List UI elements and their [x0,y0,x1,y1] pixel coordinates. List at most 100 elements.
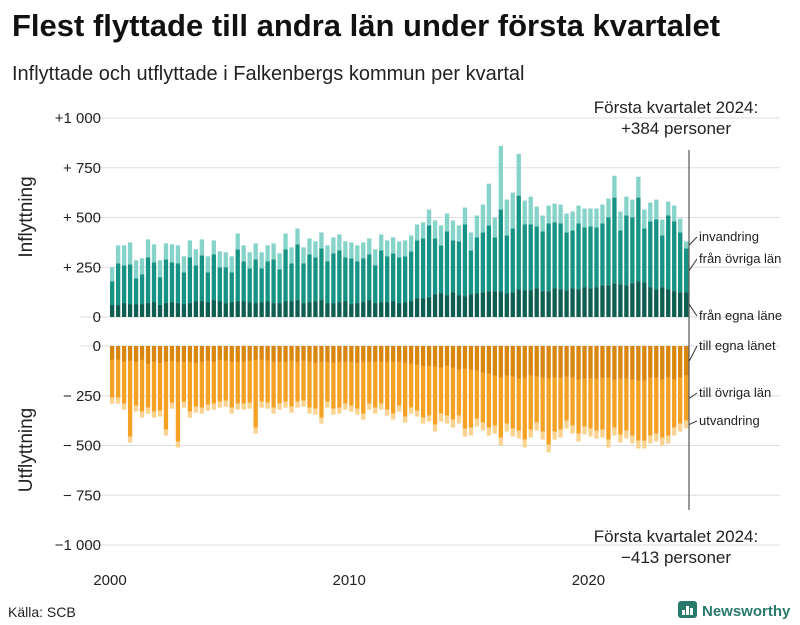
upper-y-tick-label: + 750 [63,160,101,177]
bar-inflow [588,226,593,289]
bar-outflow [624,430,629,439]
series-label-upper: invandring [699,229,759,244]
bar-outflow [133,405,139,412]
x-tick-label: 2000 [93,572,126,589]
bar-inflow [558,223,563,290]
bar-outflow [672,346,677,380]
bar-inflow [283,249,288,302]
bar-outflow [420,417,426,424]
bar-inflow [235,249,240,302]
newsworthy-logo[interactable]: Newsworthy [678,601,791,620]
bar-inflow [600,204,605,224]
bar-outflow [121,361,127,404]
bar-outflow [594,430,599,439]
bar-inflow [540,215,545,232]
bar-inflow [582,227,587,288]
bar-inflow [145,257,151,304]
bar-inflow [253,259,258,304]
bar-inflow [432,238,438,295]
bar-inflow [516,195,521,290]
bar-outflow [295,346,300,362]
bar-outflow [229,346,234,362]
bar-outflow [582,378,587,427]
bar-inflow [426,209,432,226]
bar-inflow [552,222,557,289]
bar-outflow [498,346,503,378]
bar-inflow [391,237,396,254]
lower-y-tick-label: −1 000 [55,537,101,554]
bar-inflow [181,272,187,305]
bar-outflow [486,373,492,428]
bar-inflow [277,253,282,270]
bar-inflow [187,257,193,304]
bar-outflow [193,406,199,413]
bar-outflow [468,369,474,428]
bar-inflow [660,235,665,288]
bar-outflow [151,361,157,412]
logo-bar-1 [682,610,685,615]
bar-outflow [265,346,270,361]
bar-inflow [283,233,288,250]
bar-outflow [265,360,270,403]
bar-inflow [456,295,462,317]
annotation-top-line1: Första kvartalet 2024: [594,98,758,117]
bar-inflow [397,303,402,317]
bar-outflow [534,346,539,377]
bar-outflow [271,346,276,362]
bar-outflow [253,427,258,434]
bar-outflow [355,408,360,415]
bar-inflow [229,302,234,317]
bar-inflow [618,230,623,285]
series-label-leader [688,258,698,271]
bar-outflow [169,346,175,361]
bar-inflow [492,237,497,292]
bar-inflow [672,221,677,292]
bar-inflow [157,277,163,306]
bar-outflow [391,413,396,420]
bar-outflow [462,428,468,437]
bar-inflow [426,225,432,298]
bar-inflow [331,253,336,304]
bar-inflow [289,263,294,302]
bar-inflow [510,192,515,229]
bar-outflow [139,411,145,418]
bar-outflow [223,346,228,361]
bar-inflow [325,261,330,304]
bar-inflow [534,226,539,289]
bar-inflow [678,292,683,318]
bar-outflow [211,346,216,362]
bar-outflow [666,377,671,436]
inflow-bars [110,145,689,318]
bar-outflow [450,419,456,428]
bar-inflow [115,245,121,264]
bar-inflow [588,288,593,317]
bar-inflow [235,233,240,250]
bar-outflow [456,415,462,424]
bar-outflow [349,346,354,362]
bar-outflow [247,360,252,403]
bar-outflow [157,410,163,417]
bar-outflow [211,403,216,410]
bar-outflow [337,361,342,408]
bar-inflow [115,305,121,317]
bar-outflow [355,346,360,363]
bar-inflow [444,295,450,317]
bar-outflow [373,361,378,408]
bar-outflow [211,361,216,404]
bar-inflow [468,294,474,317]
bar-inflow [355,261,360,304]
lower-y-tick-label: − 750 [63,487,101,504]
bar-inflow [474,215,480,238]
bar-outflow [414,410,420,417]
bar-inflow [265,245,270,262]
bar-outflow [361,413,366,420]
bar-inflow [564,213,569,233]
newsworthy-logo-text: Newsworthy [702,603,791,620]
bar-outflow [414,346,420,365]
bar-inflow [307,254,312,303]
bar-inflow [373,303,378,317]
bar-inflow [133,278,139,305]
bar-outflow [570,425,575,434]
bar-inflow [600,285,605,317]
